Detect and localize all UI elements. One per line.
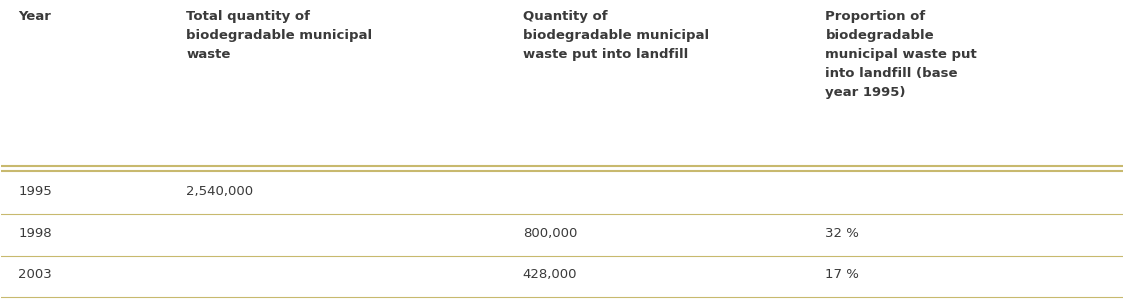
- Text: 2,540,000: 2,540,000: [187, 185, 254, 198]
- Text: 428,000: 428,000: [523, 268, 578, 281]
- Text: Year: Year: [18, 10, 51, 23]
- Text: 17 %: 17 %: [825, 268, 860, 281]
- Text: 2003: 2003: [18, 268, 52, 281]
- Text: 1995: 1995: [18, 185, 52, 198]
- Text: Quantity of
biodegradable municipal
waste put into landfill: Quantity of biodegradable municipal wast…: [523, 10, 709, 61]
- Text: Total quantity of
biodegradable municipal
waste: Total quantity of biodegradable municipa…: [187, 10, 372, 61]
- Text: 1998: 1998: [18, 227, 52, 240]
- Text: 32 %: 32 %: [825, 227, 860, 240]
- Text: 800,000: 800,000: [523, 227, 577, 240]
- Text: Proportion of
biodegradable
municipal waste put
into landfill (base
year 1995): Proportion of biodegradable municipal wa…: [825, 10, 977, 99]
